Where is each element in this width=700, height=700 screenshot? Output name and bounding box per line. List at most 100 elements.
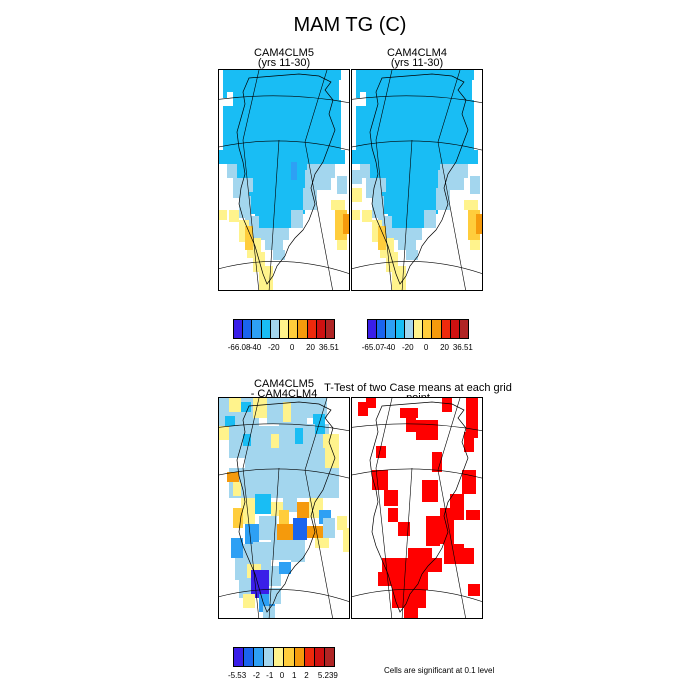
cb-diff-label-3: 0 (279, 671, 285, 680)
grid-cell (356, 70, 474, 150)
cb-diff-label-2: -1 (266, 671, 274, 680)
grid-cell (279, 562, 291, 574)
grid-cell (229, 398, 241, 412)
grid-cell (233, 508, 243, 528)
significant-cell (406, 418, 416, 432)
grid-cell (255, 494, 271, 514)
grid-cell (331, 200, 345, 210)
colorbar-swatch (432, 320, 442, 338)
colorbar-swatch (324, 648, 334, 666)
colorbar-swatch (284, 648, 295, 666)
colorbar-swatch (274, 648, 285, 666)
colorbar-swatch (413, 320, 424, 338)
grid-cell (303, 188, 317, 210)
colorbar-labels-diff: -5.53 -2 -1 0 1 2 5.239 (228, 671, 338, 681)
figure-title: MAM TG (C) (293, 14, 407, 36)
colorbar-swatch (441, 320, 451, 338)
panel-title-clm4-line1: CAM4CLM4 (387, 47, 447, 59)
grid-cell (241, 498, 255, 524)
longitude-line (437, 398, 461, 471)
grid-cell (253, 398, 267, 418)
significant-cell (422, 480, 438, 502)
colorbar-swatch (254, 648, 265, 666)
grid-cell (356, 98, 366, 106)
grid-cell (259, 228, 289, 240)
longitude-line (375, 467, 393, 618)
colorbar-swatch (261, 320, 271, 338)
grid-cell (293, 518, 307, 540)
significance-note: Cells are significant at 0.1 level (384, 666, 495, 675)
cb-clm5-label-2: -20 (268, 343, 280, 352)
grid-cell (343, 110, 349, 140)
grid-cell (219, 426, 229, 440)
significant-cell (444, 544, 464, 564)
colorbar-swatch (314, 648, 325, 666)
longitude-line (304, 141, 333, 290)
colorbar-swatch (377, 320, 387, 338)
colorbar-swatch (252, 320, 262, 338)
grid-cell (251, 570, 269, 598)
grid-cell (271, 434, 281, 448)
grid-cell (243, 434, 251, 446)
grid-cell (352, 188, 362, 202)
significant-cell (384, 490, 398, 506)
grid-cell (291, 162, 297, 180)
grid-cell (337, 240, 347, 250)
grid-cell (352, 170, 362, 184)
cb-clm4-label-5: 36.51 (452, 343, 473, 352)
cb-diff-label-4: 1 (291, 671, 297, 680)
grid-cell (295, 428, 303, 444)
latitude-line (352, 95, 482, 104)
cb-clm5-label-4: 20 (306, 343, 315, 352)
grid-cell (438, 170, 464, 190)
grid-cell (239, 220, 249, 242)
longitude-line (268, 467, 280, 618)
grid-cell (315, 538, 329, 548)
cb-clm4-label-3: 0 (423, 343, 429, 352)
significant-cell (426, 516, 440, 546)
longitude-line (437, 141, 466, 290)
panel-title-clm5-line1: CAM4CLM5 (254, 47, 314, 59)
colorbar-swatch (298, 320, 308, 338)
colorbar-swatch (395, 320, 405, 338)
cb-clm5-label-1: -40 (249, 343, 262, 352)
colorbar-swatch (270, 320, 280, 338)
grid-cell (239, 196, 251, 218)
colorbar-swatch (423, 320, 433, 338)
panel-title-clm4: CAM4CLM4 (yrs 11-30) (351, 47, 483, 69)
latitude-line (352, 468, 482, 479)
grid-cell (337, 516, 347, 530)
colorbar-swatch (307, 320, 317, 338)
grid-cell (372, 196, 384, 218)
colorbar-diff (233, 647, 335, 667)
significant-cell (366, 398, 376, 408)
significant-cell (376, 446, 386, 458)
longitude-line (242, 398, 260, 469)
grid-cell (472, 80, 482, 100)
significant-cell (460, 548, 474, 564)
significant-cell (466, 510, 480, 520)
longitude-line (242, 139, 260, 290)
colorbar-swatch (404, 320, 414, 338)
grid-cell (283, 494, 297, 512)
latitude-line (352, 140, 482, 151)
grid-cell (229, 210, 239, 222)
grid-cell (255, 214, 295, 228)
panel-title-diff-line2: - CAM4CLM4 (250, 388, 318, 400)
grid-cell (249, 192, 305, 214)
colorbar-swatch (450, 320, 460, 338)
grid-cell (243, 594, 255, 608)
cb-clm5-label-3: 0 (289, 343, 295, 352)
colorbar-swatch (459, 320, 469, 338)
grid-cell (305, 170, 331, 190)
panel-title-clm4-line2: (yrs 11-30) (390, 57, 444, 69)
significant-cell (404, 602, 418, 618)
latitude-line (352, 261, 482, 274)
longitude-line (437, 70, 461, 143)
grid-cell (227, 92, 233, 98)
grid-cell (279, 510, 289, 524)
colorbar-swatch (234, 648, 245, 666)
colorbar-swatch (316, 320, 326, 338)
colorbar-swatch (294, 648, 305, 666)
significant-cell (382, 558, 442, 572)
